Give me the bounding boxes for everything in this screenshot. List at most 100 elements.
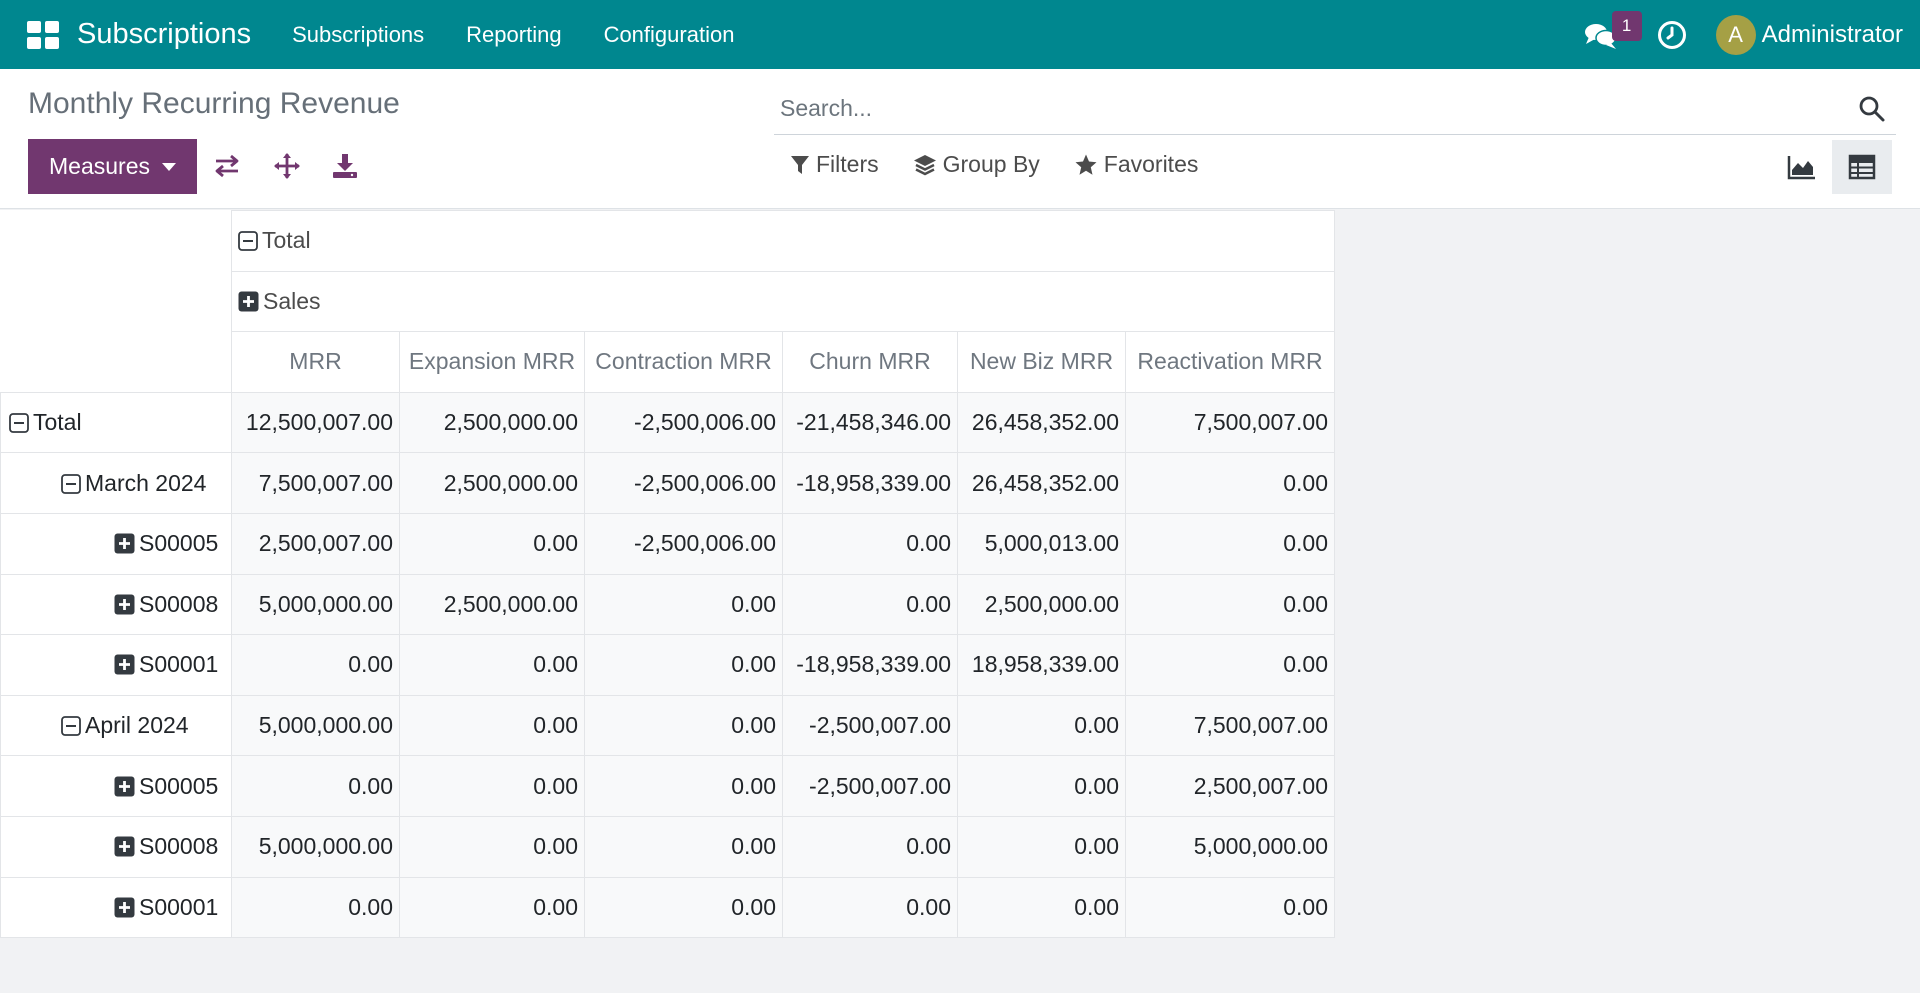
pivot-cell[interactable]: 0.00	[399, 815, 585, 878]
pivot-cell[interactable]: 26,458,352.00	[957, 391, 1126, 454]
pivot-cell[interactable]: 7,500,007.00	[1125, 694, 1335, 757]
row-header[interactable]: S00008	[0, 815, 232, 878]
pivot-cell[interactable]: 5,000,000.00	[1125, 815, 1335, 878]
pivot-cell[interactable]: -2,500,006.00	[584, 512, 783, 575]
pivot-cell[interactable]: 0.00	[782, 512, 958, 575]
user-avatar[interactable]: A	[1715, 14, 1756, 55]
flip-axis-icon[interactable]	[212, 151, 242, 181]
pivot-cell[interactable]: -2,500,006.00	[584, 391, 783, 454]
user-menu[interactable]: Administrator	[1761, 20, 1903, 48]
row-header[interactable]: S00005	[0, 512, 232, 575]
pivot-cell[interactable]: 0.00	[584, 755, 783, 817]
pivot-cell[interactable]: 0.00	[231, 876, 400, 939]
pivot-cell[interactable]: 26,458,352.00	[957, 452, 1126, 514]
pivot-cell[interactable]: 0.00	[231, 634, 400, 696]
search-icon[interactable]	[1858, 95, 1886, 123]
pivot-cell[interactable]: 0.00	[399, 876, 585, 939]
pivot-cell[interactable]: 0.00	[957, 755, 1126, 817]
pivot-cell[interactable]: 18,958,339.00	[957, 634, 1126, 696]
expand-all-icon[interactable]	[272, 151, 302, 181]
col-header-total[interactable]: Total	[231, 210, 1335, 272]
measure-header[interactable]: Expansion MRR	[399, 331, 585, 393]
pivot-cell[interactable]: -21,458,346.00	[782, 391, 958, 454]
pivot-cell[interactable]: -18,958,339.00	[782, 634, 958, 696]
pivot-view-button[interactable]	[1832, 140, 1892, 194]
apps-grid-icon[interactable]	[27, 20, 59, 49]
pivot-cell[interactable]: 0.00	[782, 573, 958, 636]
pivot-cell[interactable]: 5,000,000.00	[231, 694, 400, 757]
pivot-cell[interactable]: 0.00	[231, 755, 400, 817]
pivot-cell[interactable]: -2,500,007.00	[782, 755, 958, 817]
pivot-cell[interactable]: 0.00	[584, 876, 783, 939]
pivot-cell[interactable]: 12,500,007.00	[231, 391, 400, 454]
pivot-cell[interactable]: 2,500,007.00	[1125, 755, 1335, 817]
pivot-cell[interactable]: -2,500,007.00	[782, 694, 958, 757]
pivot-cell[interactable]: 7,500,007.00	[1125, 391, 1335, 454]
menu-reporting[interactable]: Reporting	[466, 21, 562, 47]
menu-configuration[interactable]: Configuration	[603, 21, 735, 47]
pivot-cell[interactable]: 0.00	[1125, 512, 1335, 575]
area-chart-icon	[1787, 156, 1815, 180]
pivot-cell[interactable]: 0.00	[1125, 876, 1335, 939]
pivot-cell[interactable]: 2,500,000.00	[399, 391, 585, 454]
menu-subscriptions[interactable]: Subscriptions	[292, 21, 425, 47]
download-icon[interactable]	[330, 151, 360, 181]
pivot-cell[interactable]: 5,000,013.00	[957, 512, 1126, 575]
activity-clock-icon[interactable]	[1652, 15, 1692, 55]
row-header[interactable]: S00008	[0, 573, 232, 636]
pivot-cell[interactable]: 2,500,000.00	[957, 573, 1126, 636]
measure-header[interactable]: Contraction MRR	[584, 331, 783, 393]
view-switcher	[1772, 140, 1892, 194]
row-header[interactable]: Total	[0, 391, 232, 454]
pivot-cell[interactable]: 0.00	[399, 634, 585, 696]
pivot-cell[interactable]: 0.00	[957, 694, 1126, 757]
graph-view-button[interactable]	[1772, 140, 1832, 194]
row-header[interactable]: March 2024	[0, 452, 232, 514]
favorites-dropdown[interactable]: Favorites	[1074, 151, 1198, 178]
search-input[interactable]	[774, 83, 1834, 133]
pivot-cell[interactable]: 0.00	[957, 815, 1126, 878]
pivot-cell[interactable]: 0.00	[782, 876, 958, 939]
top-navbar: Subscriptions Subscriptions Reporting Co…	[0, 0, 1920, 69]
pivot-cell[interactable]: 0.00	[584, 634, 783, 696]
pivot-cell[interactable]: -2,500,006.00	[584, 452, 783, 514]
collapse-icon	[61, 716, 81, 736]
row-header-label: March 2024	[85, 469, 207, 496]
pivot-cell[interactable]: 0.00	[584, 573, 783, 636]
pivot-cell[interactable]: 7,500,007.00	[231, 452, 400, 514]
main-menu: Subscriptions Reporting Configuration	[271, 22, 755, 48]
messages-icon[interactable]: 1	[1582, 10, 1642, 55]
measures-dropdown-button[interactable]: Measures	[28, 139, 197, 194]
pivot-cell[interactable]: 0.00	[1125, 634, 1335, 696]
pivot-cell[interactable]: 2,500,000.00	[399, 573, 585, 636]
pivot-cell[interactable]: 2,500,000.00	[399, 452, 585, 514]
pivot-cell[interactable]: -18,958,339.00	[782, 452, 958, 514]
pivot-cell[interactable]: 0.00	[584, 694, 783, 757]
pivot-cell[interactable]: 0.00	[782, 815, 958, 878]
pivot-cell[interactable]: 0.00	[399, 512, 585, 575]
measure-header[interactable]: Reactivation MRR	[1125, 331, 1335, 393]
pivot-cell[interactable]: 5,000,000.00	[231, 815, 400, 878]
app-brand[interactable]: Subscriptions	[77, 18, 252, 50]
table-row: S00008 5,000,000.00 0.00 0.00 0.00 0.00 5,000,…	[0, 815, 1335, 878]
measure-header[interactable]: Churn MRR	[782, 331, 958, 393]
filters-dropdown[interactable]: Filters	[790, 151, 879, 178]
measure-header[interactable]: New Biz MRR	[957, 331, 1126, 393]
group-by-dropdown[interactable]: Group By	[913, 151, 1040, 178]
measure-header[interactable]: MRR	[231, 331, 400, 393]
row-header[interactable]: April 2024	[0, 694, 232, 757]
pivot-cell[interactable]: 5,000,000.00	[231, 573, 400, 636]
expand-icon	[238, 291, 259, 312]
row-header[interactable]: S00001	[0, 876, 232, 939]
page-title: Monthly Recurring Revenue	[28, 87, 400, 120]
pivot-cell[interactable]: 0.00	[957, 876, 1126, 939]
pivot-cell[interactable]: 0.00	[584, 815, 783, 878]
pivot-cell[interactable]: 0.00	[399, 755, 585, 817]
pivot-cell[interactable]: 0.00	[399, 694, 585, 757]
pivot-cell[interactable]: 0.00	[1125, 452, 1335, 514]
pivot-cell[interactable]: 0.00	[1125, 573, 1335, 636]
row-header[interactable]: S00001	[0, 634, 232, 696]
col-header-sales[interactable]: Sales	[231, 270, 1335, 333]
pivot-cell[interactable]: 2,500,007.00	[231, 512, 400, 575]
row-header[interactable]: S00005	[0, 755, 232, 817]
